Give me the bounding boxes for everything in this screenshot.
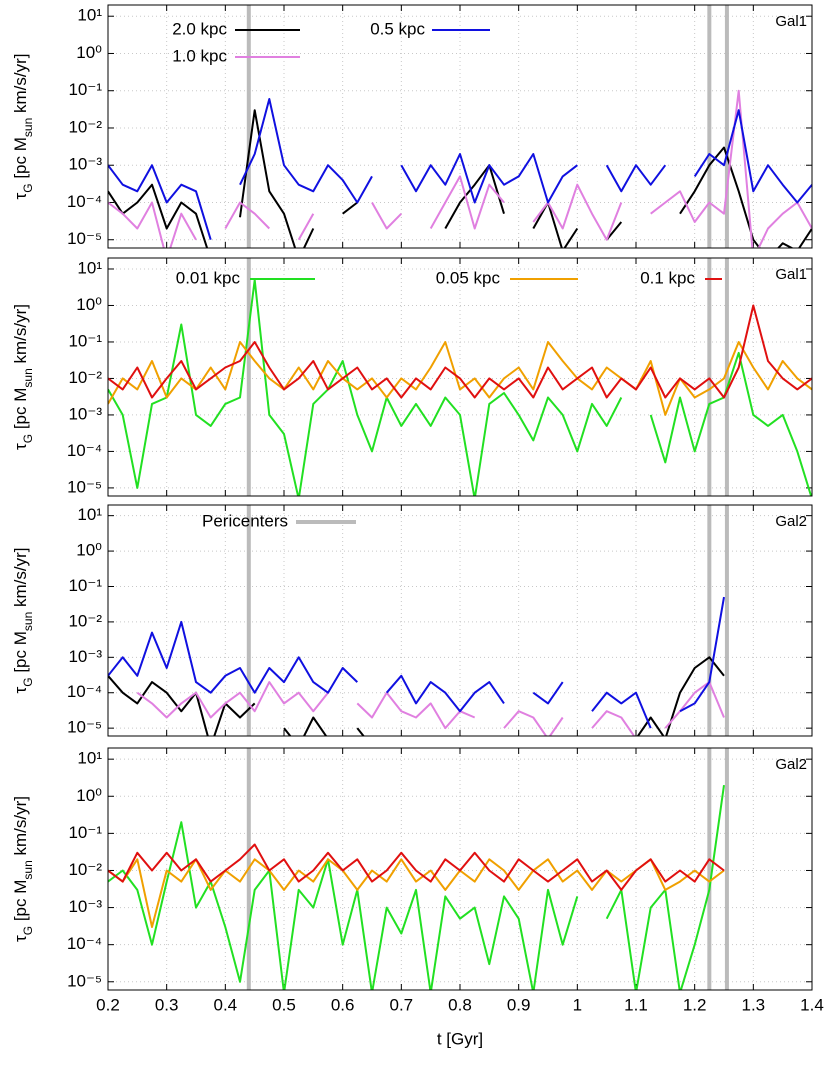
series-line [108, 304, 812, 399]
y-axis-label: τG [pc Msun km/s/yr] [11, 548, 35, 694]
y-axis-label-part: [pc M [11, 631, 30, 677]
series-line [108, 341, 812, 416]
y-axis-label-part: G [21, 434, 35, 443]
y-axis-label-part: G [21, 677, 35, 686]
y-axis-label-part: sun [21, 118, 35, 137]
series-line [108, 784, 725, 990]
y-tick-label: 10¹ [77, 6, 102, 25]
y-tick-label: 10⁻³ [68, 647, 102, 666]
y-tick-label: 10⁻² [68, 611, 102, 630]
panel-label: Gal1 [775, 13, 807, 30]
series-line [108, 656, 725, 736]
plot-frame [107, 504, 813, 737]
y-axis-label-part: km/s/yr] [11, 548, 30, 612]
y-tick-label: 10⁻⁴ [67, 682, 102, 701]
y-tick-label: 10¹ [77, 505, 102, 524]
x-tick-label: 0.4 [214, 995, 238, 1014]
y-tick-label: 10⁻⁴ [67, 192, 102, 211]
legend-label: Pericenters [202, 511, 288, 530]
y-axis-label-part: [pc M [11, 388, 30, 434]
y-axis-label: τG [pc Msun km/s/yr] [11, 796, 35, 942]
plot-area [108, 505, 729, 736]
y-axis-label-part: τ [11, 192, 30, 199]
y-axis-label-part: km/s/yr] [11, 796, 30, 860]
legend-label: 0.5 kpc [370, 19, 425, 38]
x-tick-label: 1.1 [624, 995, 648, 1014]
x-axis-label: t [Gyr] [437, 1029, 483, 1048]
x-tick-label: 0.8 [448, 995, 472, 1014]
x-tick-label: 0.7 [390, 995, 414, 1014]
y-tick-label: 10⁻³ [68, 404, 102, 423]
y-tick-label: 10⁻³ [68, 897, 102, 916]
plot-frame [107, 747, 813, 991]
y-axis-label: τG [pc Msun km/s/yr] [11, 304, 35, 450]
series-line [136, 681, 725, 736]
y-tick-label: 10⁻² [68, 368, 102, 387]
panel-label: Gal1 [775, 266, 807, 283]
series-line [108, 843, 725, 891]
x-tick-label: 1.3 [742, 995, 766, 1014]
y-tick-label: 10⁻⁵ [67, 971, 102, 990]
y-tick-label: 10⁰ [76, 295, 102, 314]
plot-area [108, 5, 812, 248]
legend-label: 1.0 kpc [172, 46, 227, 65]
x-tick-label: 1.4 [800, 995, 824, 1014]
y-axis-label-part: G [21, 926, 35, 935]
plot-area [108, 748, 729, 990]
x-tick-label: 0.3 [155, 995, 179, 1014]
panel-label: Gal2 [775, 513, 807, 530]
series-line [108, 98, 812, 240]
y-tick-label: 10⁻⁵ [67, 229, 102, 248]
y-tick-label: 10⁻⁴ [67, 934, 102, 953]
series-line [108, 279, 812, 496]
y-axis-label-part: [pc M [11, 137, 30, 183]
y-axis-label-part: τ [11, 935, 30, 942]
y-tick-label: 10⁻¹ [68, 576, 102, 595]
y-axis-label-part: G [21, 183, 35, 192]
plot-frame [107, 257, 813, 497]
x-tick-label: 1 [573, 995, 582, 1014]
y-axis-label-part: sun [21, 860, 35, 879]
y-axis-label-part: km/s/yr] [11, 304, 30, 368]
y-tick-label: 10⁻⁵ [67, 718, 102, 737]
legend-label: 0.01 kpc [176, 268, 241, 287]
plot-area [108, 258, 812, 496]
y-axis-label-part: sun [21, 612, 35, 631]
x-tick-label: 0.9 [507, 995, 531, 1014]
y-axis-label-part: km/s/yr] [11, 54, 30, 118]
y-tick-label: 10⁻⁴ [67, 441, 102, 460]
x-tick-label: 0.5 [272, 995, 296, 1014]
legend-label: 2.0 kpc [172, 19, 227, 38]
series-line [108, 89, 812, 248]
y-axis-label: τG [pc Msun km/s/yr] [11, 54, 35, 200]
y-axis-label-part: τ [11, 686, 30, 693]
y-tick-label: 10¹ [77, 258, 102, 277]
series-line [108, 858, 725, 928]
y-tick-label: 10⁻² [68, 860, 102, 879]
legend-label: 0.1 kpc [640, 268, 695, 287]
y-tick-label: 10¹ [77, 749, 102, 768]
y-tick-label: 10⁻² [68, 117, 102, 136]
y-tick-label: 10⁻³ [68, 155, 102, 174]
legend-label: 0.05 kpc [436, 268, 501, 287]
x-tick-label: 1.2 [683, 995, 707, 1014]
y-tick-label: 10⁰ [76, 43, 102, 62]
y-tick-label: 10⁻¹ [68, 823, 102, 842]
y-axis-label-part: τ [11, 443, 30, 450]
series-line [108, 596, 725, 729]
x-tick-label: 0.6 [331, 995, 355, 1014]
y-tick-label: 10⁻¹ [68, 331, 102, 350]
y-tick-label: 10⁰ [76, 786, 102, 805]
x-tick-label: 0.2 [96, 995, 120, 1014]
plot-frame [107, 4, 813, 249]
y-tick-label: 10⁻¹ [68, 80, 102, 99]
y-tick-label: 10⁻⁵ [67, 477, 102, 496]
panel-label: Gal2 [775, 756, 807, 773]
y-tick-label: 10⁰ [76, 541, 102, 560]
y-axis-label-part: sun [21, 368, 35, 387]
series-line [108, 109, 812, 248]
y-axis-label-part: [pc M [11, 880, 30, 926]
